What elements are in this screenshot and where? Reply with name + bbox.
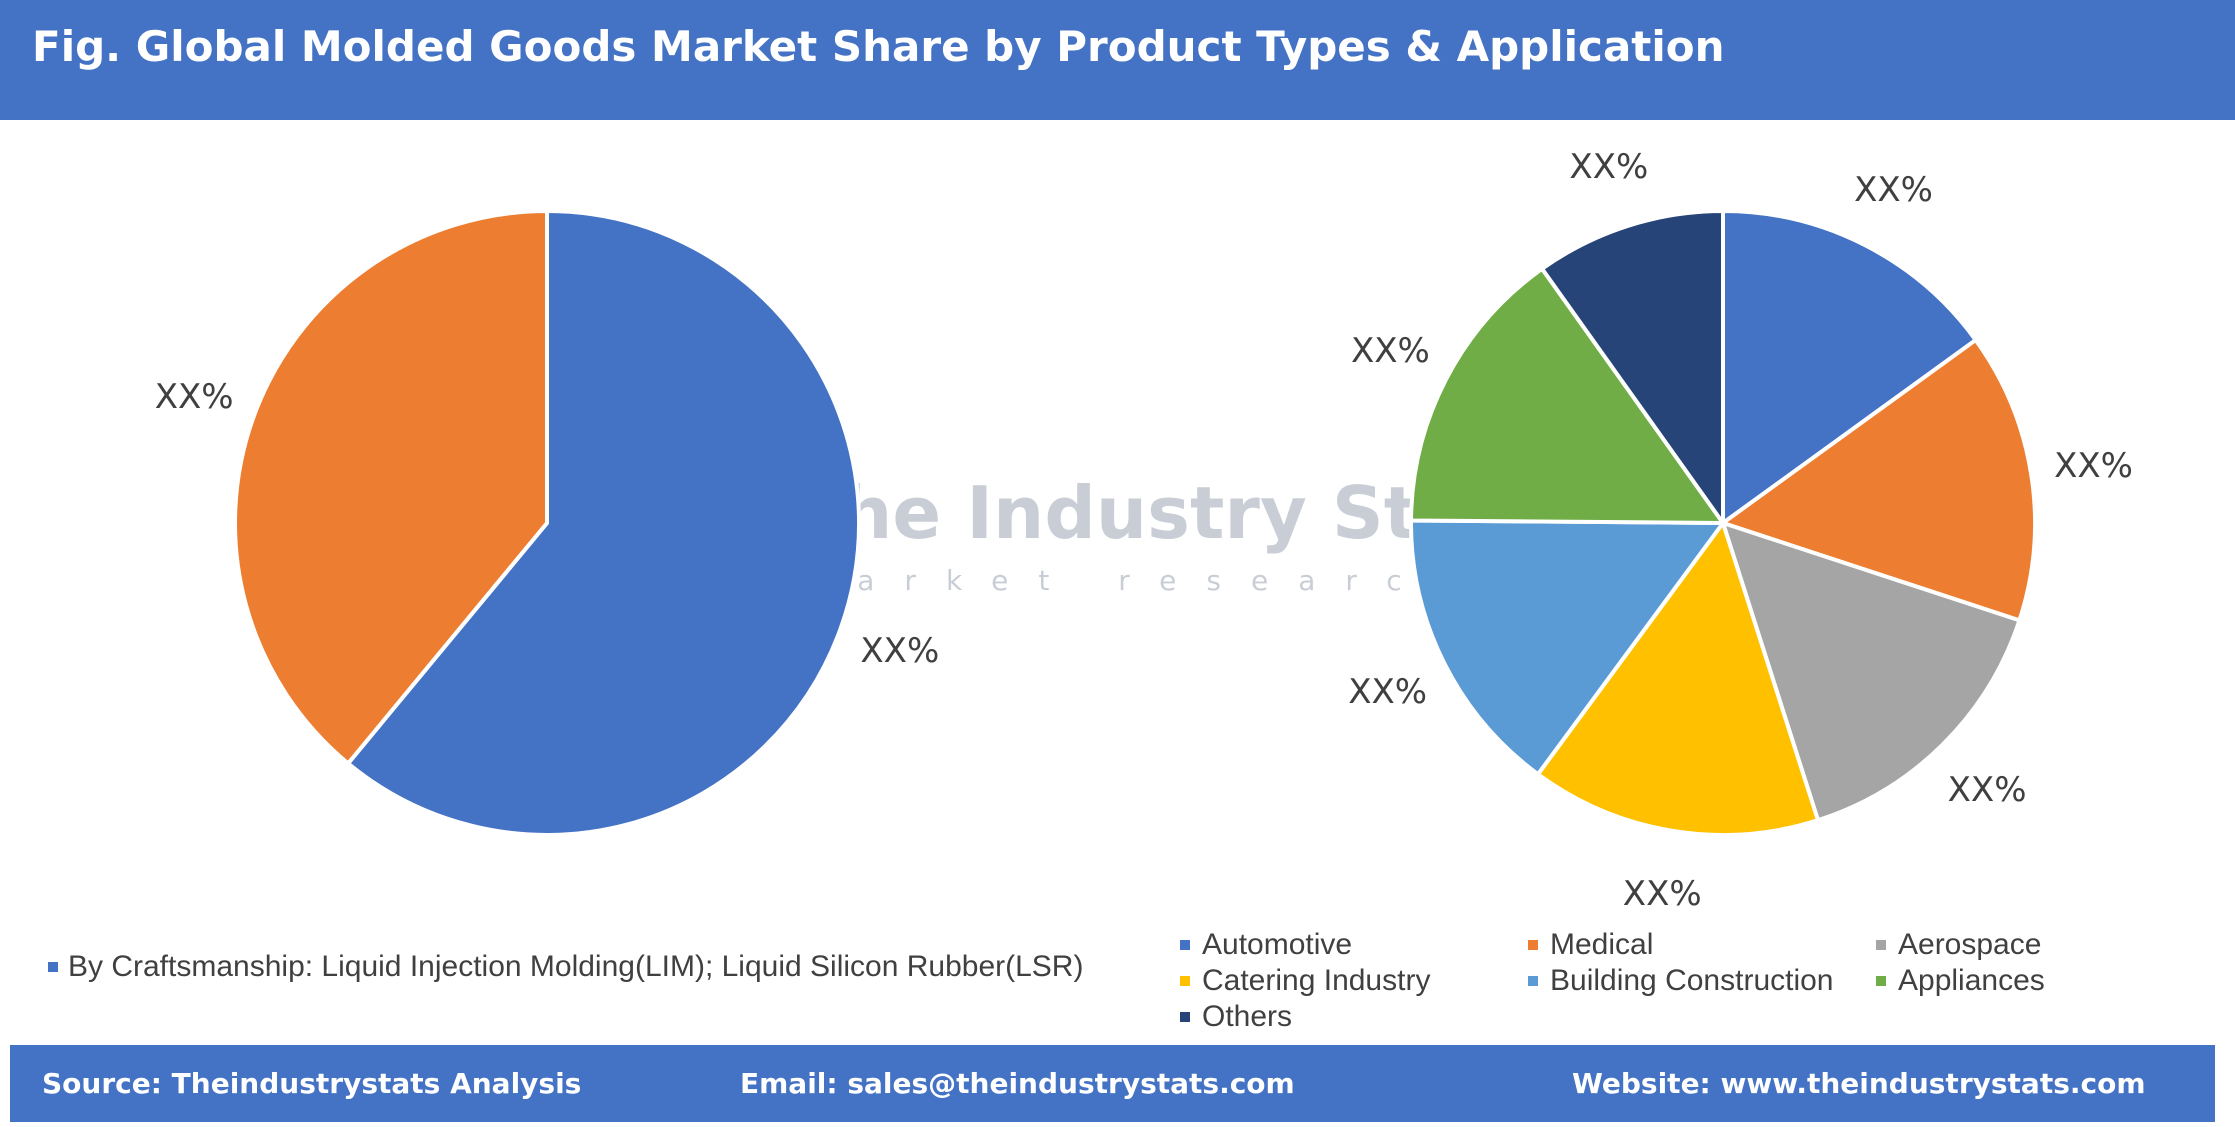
legend-label: Catering Industry [1202, 964, 1431, 997]
watermark-tagline: market research [800, 564, 1479, 597]
title-bar: Fig. Global Molded Goods Market Share by… [0, 0, 2235, 120]
legend-swatch [48, 962, 58, 972]
legend-label: Medical [1550, 928, 1654, 961]
application-slice-label-0: XX% [1854, 170, 1933, 210]
legend-label: Aerospace [1898, 928, 2042, 961]
legend-label: By Craftsmanship: Liquid Injection Moldi… [68, 950, 1084, 983]
application-slice-4 [1409, 518, 1727, 778]
chart-area: The Industry Stats market research XX%XX… [155, 147, 2133, 914]
legend-item: Medical [1528, 928, 1876, 961]
footer-website: Website: www.theindustrystats.com [1572, 1067, 2146, 1100]
footer-source: Source: Theindustrystats Analysis [42, 1067, 582, 1100]
pie-chart-product-types: XX% XX% [155, 208, 939, 837]
legend-swatch [1528, 940, 1538, 950]
legend-application: Automotive Medical Aerospace Catering Indus… [1180, 928, 2100, 1033]
product-types-slice-1 [233, 208, 549, 767]
application-slice-5 [1408, 266, 1727, 526]
application-slice-label-4: XX% [1348, 672, 1427, 712]
legend-label: Building Construction [1550, 964, 1834, 997]
legend-item: Appliances [1876, 964, 2100, 997]
legend-item: Building Construction [1528, 964, 1876, 997]
legend-swatch [1180, 976, 1190, 986]
legend-product-types: By Craftsmanship: Liquid Injection Moldi… [48, 950, 1083, 984]
legend-swatch [1528, 976, 1538, 986]
application-slice-2 [1719, 519, 2022, 823]
legend-item: Others [1180, 1000, 1528, 1033]
application-slice-6 [1539, 208, 1725, 530]
legend-label: Others [1202, 1000, 1293, 1033]
pie-chart-application: XX% XX% XX% XX% XX% XX% XX% [1348, 147, 2133, 914]
product-types-slice-label-0: XX% [860, 631, 939, 671]
legend-item: Catering Industry [1180, 964, 1528, 997]
legend-swatch [1180, 1012, 1190, 1022]
legend-item: Automotive [1180, 928, 1528, 961]
application-slice-1 [1718, 337, 2037, 623]
footer-email: Email: sales@theindustrystats.com [740, 1067, 1295, 1100]
application-slice-0 [1721, 208, 1979, 527]
product-types-slice-0 [345, 208, 861, 837]
legend-label: Automotive [1202, 928, 1353, 961]
product-types-slice-label-1: XX% [155, 377, 234, 417]
application-slice-label-5: XX% [1351, 331, 1430, 371]
legend-swatch [1180, 940, 1190, 950]
legend-label: Appliances [1898, 964, 2045, 997]
chart-title: Fig. Global Molded Goods Market Share by… [32, 22, 1725, 71]
application-slice-label-2: XX% [1948, 770, 2027, 810]
footer-bar: Source: Theindustrystats Analysis Email:… [10, 1045, 2215, 1122]
application-slice-3 [1535, 518, 1821, 837]
application-slice-label-1: XX% [2054, 446, 2133, 486]
application-slice-label-6: XX% [1569, 147, 1648, 187]
legend-swatch [1876, 976, 1886, 986]
legend-swatch [1876, 940, 1886, 950]
application-slice-label-3: XX% [1623, 874, 1702, 914]
legend-item: Aerospace [1876, 928, 2100, 961]
